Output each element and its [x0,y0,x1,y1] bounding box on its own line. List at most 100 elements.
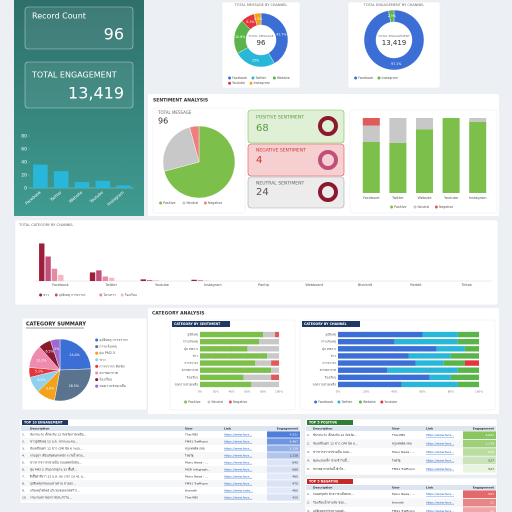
column-header: Link [224,427,232,431]
legend-swatch [95,338,99,342]
x-tick-label: 80% [448,390,455,394]
table-cell: รายงานสภาพอากาศประจำวัน... [30,496,72,500]
y-tick-label: 60 [21,147,27,153]
y-tick-label: การแจ้งเหตุ [183,340,198,345]
table-cell: ขับเคลื่อนฝ่า 12 ข่าว CPR นิด 6 ระบบ... [30,446,83,451]
table-cell: FM91 Trafficpro [185,440,208,444]
x-tick-label: 20% [363,390,370,394]
slice-label: 25% [252,58,259,62]
table-cell: Mono News - ... [185,475,208,479]
slice-label: 24.4% [70,353,80,357]
bar-segment [251,381,279,388]
legend-swatch [120,293,124,297]
y-tick-label: สภาพอากาศ [182,368,198,372]
legend-label: Website [277,76,290,80]
x-tick-label: 80% [260,390,267,394]
table-cell: 2. [307,442,310,446]
y-tick-label: 80 [21,134,27,140]
bar-segment [271,367,279,373]
title-box [302,321,360,327]
pie-slice [253,12,262,26]
x-tick-label: Website [418,196,432,200]
bar-segment [464,360,479,366]
y-tick-label: อุบัติเหตุ [187,333,198,338]
x-tick-label: Blockdit [358,283,373,287]
legend-swatch [390,205,394,209]
bar-segment [338,374,430,381]
bar-segment [275,331,279,338]
table-cell: 1. [22,433,25,437]
bar-segment [259,338,279,345]
slice-label: 2.9% [388,14,396,18]
bar-segment [415,129,434,193]
kpi-value: 96 [104,25,124,44]
slice-label: 9.8% [46,387,54,391]
bar-segment [415,360,444,366]
bar-segment [415,118,434,130]
table-cell: 420 [292,496,298,500]
engagement-cell [463,448,496,456]
card-value: 68 [256,123,269,134]
legend-label: Neutral [418,205,430,209]
x-tick-label: 20% [213,390,220,394]
x-tick-label: Youtube [155,283,169,287]
slice-label: 6.5% [46,350,54,354]
column-header: Engagement [473,486,495,490]
bar [33,164,48,188]
table-link: https://www.face... [224,468,252,472]
bar-segment [247,346,279,352]
table-title: TOP 5 NEGATIVE [309,480,338,484]
legend-swatch [95,384,99,388]
row-stripe [306,498,496,507]
table-cell: ฝุ่น PM2.5 เกินมาตรฐาน 32 พื้นที่... [30,467,77,473]
column-header: Engagement [277,427,299,431]
pie-slice [388,9,395,23]
kpi-card [24,61,134,109]
kpi-card [24,6,134,50]
table-cell: 8. [22,482,25,486]
bar-segment [450,374,479,381]
legend-swatch [380,400,384,404]
legend-label: Website [363,400,376,404]
card-icon [318,150,338,170]
table-cell: 11 [490,509,494,512]
table-cell: FM91 Trafficpro [392,509,415,512]
y-tick-label: ฝุ่น PM2.5 [322,347,336,352]
chart-title: TOTAL MESSAGE BY CHANNEL [234,3,288,7]
table-cell: Mono News - ... [392,450,415,454]
table-title-box [307,420,353,425]
legend-swatch [358,400,362,404]
engagement-cell [463,431,496,439]
legend-swatch [95,345,99,349]
column-header: Link [426,427,434,431]
table-cell: Thai PBS [184,433,198,437]
legend-swatch [228,76,232,80]
legend-swatch [54,293,58,297]
table-cell: ขับเคลื่อนฝ่า 12 ข่าว CPR นิด 6... [313,441,358,446]
table-cell: 9. [22,489,25,493]
bar-segment [362,142,380,193]
y-tick-label: การจราจร [322,361,336,365]
x-tick-label: Pantip [258,283,270,287]
bar-segment [255,360,272,366]
table-cell: 2. [22,440,25,444]
table-link: https://www.face... [426,492,454,496]
card-value: 4 [256,155,262,166]
table-cell: FM91 Trafficpro [185,482,208,486]
legend-swatch [249,81,253,85]
bar-segment [387,367,458,373]
table-cell: MGR Infograph... [185,468,210,472]
legend-swatch [99,293,103,297]
bar-segment [457,367,479,373]
engagement-cell [267,487,300,494]
engagement-cell [267,431,300,438]
column-header: Description [313,486,332,490]
table-cell: 7. [22,475,25,479]
legend-label: Neutral [187,201,199,205]
y-tick-label: อุบัติเหตุ [325,333,336,338]
table-cell: 1. [307,433,310,437]
slice-label: 41.7% [276,33,286,37]
row-stripe [21,494,300,501]
slice-label: 4.2% [254,17,262,21]
